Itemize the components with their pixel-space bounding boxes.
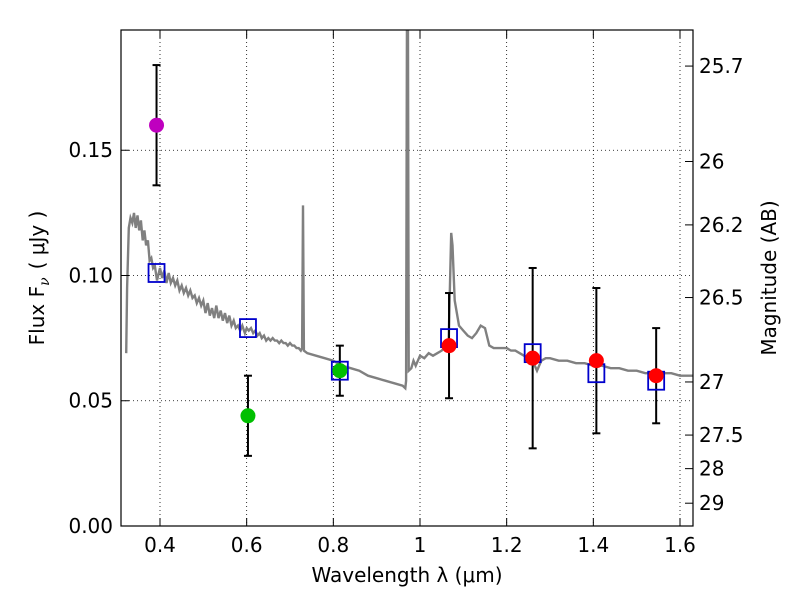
plot-area bbox=[125, 30, 693, 457]
model-spectrum-line bbox=[125, 30, 693, 391]
observed-point bbox=[525, 350, 541, 366]
y-axis-label-unit: ( μJy ) bbox=[25, 211, 49, 270]
right-tick-label: 27 bbox=[699, 370, 724, 394]
y-axis-label-subscript: ν bbox=[37, 277, 53, 286]
x-tick-label: 1 bbox=[414, 533, 427, 557]
observed-point bbox=[648, 368, 664, 384]
right-tick-label: 25.7 bbox=[699, 54, 744, 78]
x-axis-ticks: 0.4 0.6 0.8 1 1.2 1.4 1.6 bbox=[144, 30, 696, 557]
y-tick-label: 0.15 bbox=[68, 138, 113, 162]
x-tick-label: 0.6 bbox=[231, 533, 263, 557]
y-tick-label: 0.00 bbox=[68, 514, 113, 538]
observed-point bbox=[441, 338, 457, 354]
y-tick-label: 0.05 bbox=[68, 389, 113, 413]
x-axis-label: Wavelength λ (μm) bbox=[311, 563, 502, 587]
model-point bbox=[147, 263, 166, 283]
x-tick-label: 1.6 bbox=[664, 533, 696, 557]
y-axis-label-main: Flux F bbox=[25, 286, 49, 345]
right-tick-label: 28 bbox=[699, 457, 724, 481]
right-tick-label: 26.2 bbox=[699, 213, 744, 237]
right-axis-label: Magnitude (AB) bbox=[757, 200, 781, 355]
observed-point bbox=[332, 363, 348, 379]
x-tick-label: 0.4 bbox=[144, 533, 176, 557]
right-axis-ticks: 25.7 26 26.2 26.5 27 27.5 28 29 bbox=[685, 54, 744, 515]
model-markers bbox=[147, 263, 666, 391]
y-tick-label: 0.10 bbox=[68, 263, 113, 287]
right-tick-label: 26.5 bbox=[699, 286, 744, 310]
observed-point bbox=[149, 117, 165, 133]
right-tick-label: 27.5 bbox=[699, 423, 744, 447]
x-tick-label: 1.4 bbox=[577, 533, 609, 557]
y-axis-ticks: 0.00 0.05 0.10 0.15 bbox=[68, 138, 129, 538]
y-axis-label: Flux Fν ( μJy ) bbox=[25, 211, 53, 346]
x-tick-label: 0.8 bbox=[317, 533, 349, 557]
observed-point bbox=[588, 353, 604, 369]
x-tick-label: 1.2 bbox=[491, 533, 523, 557]
plot-frame bbox=[120, 29, 694, 527]
model-point bbox=[239, 318, 257, 339]
right-tick-label: 26 bbox=[699, 150, 724, 174]
right-tick-label: 29 bbox=[699, 491, 724, 515]
observed-point bbox=[240, 408, 256, 424]
model-point bbox=[330, 360, 349, 381]
observed-markers bbox=[149, 117, 664, 424]
